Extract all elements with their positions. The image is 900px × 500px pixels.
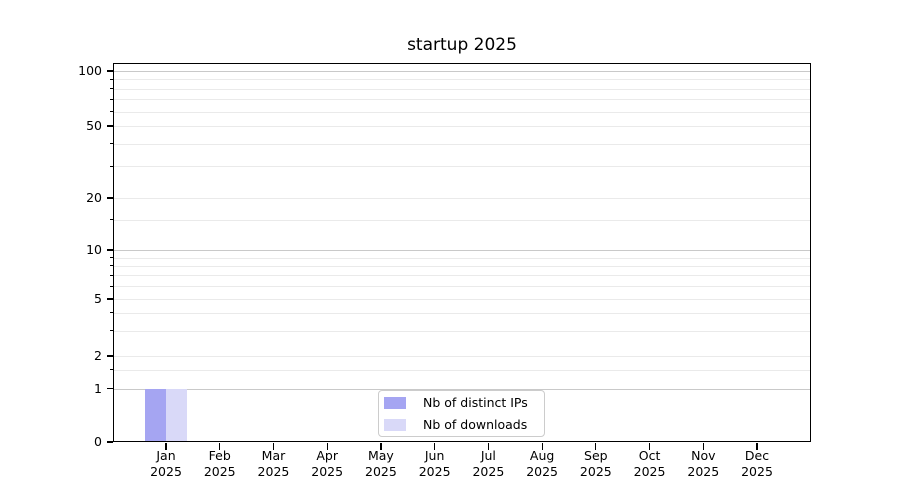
x-tick xyxy=(380,443,382,450)
gridline-minor xyxy=(113,312,811,314)
x-tick xyxy=(648,443,651,450)
x-tick-year: 2025 xyxy=(741,464,773,479)
gridline-minor xyxy=(113,198,811,199)
x-tick-label: Nov 2025 xyxy=(670,448,736,480)
x-tick-year: 2025 xyxy=(472,464,505,479)
gridline-minor xyxy=(113,166,811,168)
y-tick-label: 2 xyxy=(94,348,102,363)
x-tick-year: 2025 xyxy=(257,464,290,479)
legend-swatch-downloads xyxy=(384,418,406,431)
x-tick xyxy=(434,443,436,450)
legend: Nb of distinct IPs Nb of downloads xyxy=(378,390,545,437)
x-tick-label: May 2025 xyxy=(348,448,414,480)
legend-item-distinct-ips: Nb of distinct IPs xyxy=(384,395,536,410)
legend-swatch-distinct-ips xyxy=(384,396,406,409)
gridline-minor xyxy=(113,330,811,332)
gridline-minor xyxy=(113,219,811,221)
y-minor-tick xyxy=(109,88,113,90)
bar-downloads xyxy=(166,388,188,442)
y-tick xyxy=(106,387,113,390)
x-tick-label: Feb 2025 xyxy=(187,448,253,480)
y-tick xyxy=(106,197,113,199)
x-tick xyxy=(487,443,489,450)
bar-distinct-ips xyxy=(144,388,166,442)
y-tick-label: 1 xyxy=(94,380,102,396)
y-minor-tick xyxy=(109,330,113,332)
x-tick-year: 2025 xyxy=(526,464,559,479)
x-tick-year: 2025 xyxy=(365,464,397,479)
x-tick-year: 2025 xyxy=(687,464,720,479)
y-tick xyxy=(106,441,113,443)
y-tick xyxy=(106,70,113,72)
gridline-minor xyxy=(113,99,811,101)
gridline-minor xyxy=(113,88,811,90)
gridline-minor xyxy=(113,143,811,145)
plot-area-frame xyxy=(113,63,811,442)
gridline-minor xyxy=(113,369,811,371)
y-minor-tick xyxy=(109,257,113,258)
y-minor-tick xyxy=(109,78,113,80)
gridline-major xyxy=(113,71,811,72)
chart-title: startup 2025 xyxy=(407,35,517,55)
y-minor-tick xyxy=(109,312,113,314)
x-tick xyxy=(756,443,758,450)
legend-item-downloads: Nb of downloads xyxy=(384,417,536,432)
y-tick-label: 50 xyxy=(86,118,102,133)
x-tick-year: 2025 xyxy=(150,464,182,479)
x-tick-year: 2025 xyxy=(579,464,612,479)
gridline-minor xyxy=(113,257,811,259)
gridline-minor xyxy=(113,356,811,357)
x-tick-year: 2025 xyxy=(633,464,666,479)
x-tick xyxy=(326,443,328,450)
y-tick xyxy=(106,125,113,127)
gridline-major xyxy=(113,250,811,251)
x-tick xyxy=(541,443,543,450)
y-minor-tick xyxy=(109,111,113,112)
gridline-minor xyxy=(113,265,811,267)
x-tick-label: Jul 2025 xyxy=(455,448,521,480)
y-minor-tick xyxy=(109,265,113,267)
y-minor-tick xyxy=(109,143,113,144)
gridline-minor xyxy=(113,275,811,277)
x-tick xyxy=(595,443,597,450)
x-tick xyxy=(219,443,221,450)
y-minor-tick xyxy=(109,285,113,287)
x-tick-label: Mar 2025 xyxy=(240,448,306,480)
x-tick-label: Aug 2025 xyxy=(509,448,575,480)
legend-label-downloads: Nb of downloads xyxy=(423,417,528,432)
gridline-minor xyxy=(113,286,811,288)
gridline-minor xyxy=(113,111,811,113)
y-minor-tick xyxy=(109,369,113,371)
x-tick xyxy=(702,443,704,450)
x-tick xyxy=(165,443,167,450)
x-tick-label: Jan 2025 xyxy=(133,448,199,480)
x-tick-year: 2025 xyxy=(418,464,451,479)
x-tick-label: Apr 2025 xyxy=(294,448,360,480)
x-tick-label: Dec 2025 xyxy=(724,448,790,480)
gridline-minor xyxy=(113,79,811,81)
y-tick-label: 5 xyxy=(94,291,102,306)
gridline-minor xyxy=(113,126,811,127)
y-minor-tick xyxy=(109,219,113,221)
x-tick-label: Jun 2025 xyxy=(402,448,468,480)
y-minor-tick xyxy=(109,98,113,100)
y-minor-tick xyxy=(109,165,113,167)
x-tick-label: Oct 2025 xyxy=(617,448,683,480)
y-tick xyxy=(106,249,113,251)
y-tick xyxy=(106,355,113,357)
gridline-minor xyxy=(113,299,811,300)
legend-label-distinct-ips: Nb of distinct IPs xyxy=(423,395,528,410)
y-tick-label: 10 xyxy=(86,242,102,257)
x-tick-year: 2025 xyxy=(203,464,236,479)
y-tick-label: 100 xyxy=(78,63,102,78)
y-tick-label: 0 xyxy=(94,434,102,449)
x-tick-label: Sep 2025 xyxy=(563,448,629,480)
x-tick-year: 2025 xyxy=(311,464,344,479)
gridline-major xyxy=(113,388,811,390)
x-tick xyxy=(272,443,275,450)
y-minor-tick xyxy=(109,274,113,276)
y-tick-label: 20 xyxy=(86,190,102,205)
y-tick xyxy=(106,298,113,300)
